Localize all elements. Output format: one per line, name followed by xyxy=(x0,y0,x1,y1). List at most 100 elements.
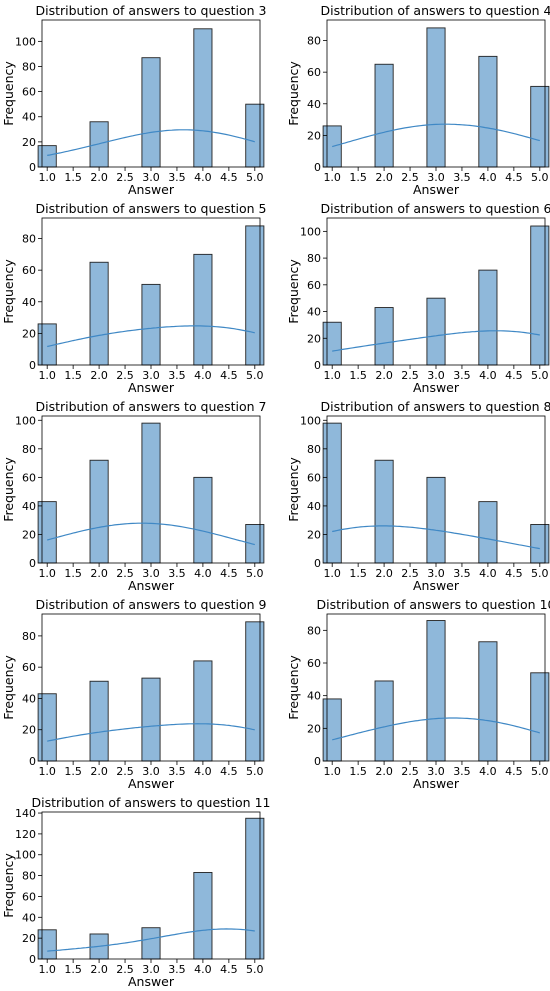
histogram-bar xyxy=(245,817,265,960)
y-tick-label: 80 xyxy=(307,443,321,456)
y-tick-label: 20 xyxy=(307,129,321,142)
x-tick-label: 1.5 xyxy=(64,369,82,382)
y-tick-label: 20 xyxy=(22,528,36,541)
histogram-bar xyxy=(530,225,550,366)
x-tick-label: 4.0 xyxy=(479,369,497,382)
histogram-bar xyxy=(374,680,394,762)
y-tick-label: 0 xyxy=(29,359,36,372)
histogram-bar xyxy=(478,269,498,366)
y-tick-label: 60 xyxy=(307,279,321,292)
y-tick-label: 20 xyxy=(22,136,36,149)
x-tick-label: 4.5 xyxy=(220,171,238,184)
y-tick-label: 60 xyxy=(307,471,321,484)
x-tick-label: 4.5 xyxy=(220,567,238,580)
x-tick-label: 4.0 xyxy=(194,963,212,976)
x-axis-label: Answer xyxy=(128,578,175,593)
x-tick-label: 2.5 xyxy=(401,171,419,184)
y-tick-label: 120 xyxy=(15,828,36,841)
x-tick-label: 1.0 xyxy=(323,369,341,382)
y-axis-label: Frequency xyxy=(1,61,16,126)
x-tick-label: 2.5 xyxy=(116,171,134,184)
y-tick-label: 40 xyxy=(22,911,36,924)
x-axis-label: Answer xyxy=(128,182,175,197)
y-tick-label: 80 xyxy=(307,35,321,48)
y-tick-label: 60 xyxy=(22,661,36,674)
histogram-bar xyxy=(141,57,161,168)
chart-title: Distribution of answers to question 4 xyxy=(320,3,550,18)
histogram-bar xyxy=(37,693,57,762)
y-tick-label: 80 xyxy=(307,624,321,637)
y-tick-label: 0 xyxy=(29,953,36,966)
kde-line xyxy=(47,928,255,952)
x-tick-label: 3.0 xyxy=(427,369,445,382)
histogram-bar xyxy=(426,476,446,564)
x-tick-label: 5.0 xyxy=(246,963,264,976)
histogram-bar xyxy=(322,422,342,564)
y-tick-label: 80 xyxy=(22,630,36,643)
x-tick-label: 3.5 xyxy=(168,369,186,382)
y-axis-label: Frequency xyxy=(286,61,301,126)
y-axis-label: Frequency xyxy=(286,655,301,720)
histogram-bar xyxy=(245,621,265,762)
histogram-bar xyxy=(322,698,342,762)
histogram-chart-4: Distribution of answers to question 6 1.0… xyxy=(286,201,550,395)
y-tick-label: 140 xyxy=(15,807,36,820)
chart-title: Distribution of answers to question 6 xyxy=(320,201,550,216)
histogram-bar xyxy=(478,55,498,168)
histogram-bar xyxy=(37,501,57,564)
x-tick-label: 2.5 xyxy=(401,765,419,778)
x-tick-label: 4.0 xyxy=(194,369,212,382)
x-tick-label: 2.0 xyxy=(90,171,108,184)
histogram-bar xyxy=(245,103,265,168)
x-tick-label: 2.0 xyxy=(90,369,108,382)
histogram-chart-3: Distribution of answers to question 5 1.0… xyxy=(1,201,267,395)
y-tick-label: 100 xyxy=(300,414,321,427)
histogram-bar xyxy=(141,283,161,366)
y-tick-label: 40 xyxy=(307,500,321,513)
y-axis-label: Frequency xyxy=(286,457,301,522)
x-tick-label: 4.0 xyxy=(479,567,497,580)
chart-title: Distribution of answers to question 3 xyxy=(35,3,266,18)
x-tick-label: 4.5 xyxy=(505,369,523,382)
x-tick-label: 4.0 xyxy=(194,765,212,778)
chart-title: Distribution of answers to question 10 xyxy=(317,597,550,612)
kde-line xyxy=(47,325,255,348)
kde-line xyxy=(332,123,540,148)
y-tick-label: 60 xyxy=(22,890,36,903)
histogram-chart-6: Distribution of answers to question 8 1.0… xyxy=(286,399,550,593)
y-tick-label: 60 xyxy=(307,66,321,79)
histogram-bar xyxy=(374,63,394,168)
y-tick-label: 60 xyxy=(22,264,36,277)
x-tick-label: 1.5 xyxy=(64,171,82,184)
x-tick-label: 5.0 xyxy=(246,171,264,184)
x-tick-label: 4.0 xyxy=(194,171,212,184)
kde-line xyxy=(332,525,540,550)
x-tick-label: 3.0 xyxy=(142,171,160,184)
y-tick-label: 80 xyxy=(22,60,36,73)
y-tick-label: 100 xyxy=(15,35,36,48)
y-tick-label: 0 xyxy=(314,755,321,768)
x-tick-label: 5.0 xyxy=(246,567,264,580)
histogram-bar xyxy=(89,459,109,564)
x-tick-label: 3.0 xyxy=(427,171,445,184)
x-tick-label: 4.5 xyxy=(505,171,523,184)
x-tick-label: 5.0 xyxy=(531,369,549,382)
histogram-chart-2: Distribution of answers to question 4 1.0… xyxy=(286,3,550,197)
x-tick-label: 3.5 xyxy=(168,567,186,580)
x-tick-label: 1.5 xyxy=(64,567,82,580)
y-axis-label: Frequency xyxy=(286,259,301,324)
histogram-bar xyxy=(193,660,213,762)
histogram-bar xyxy=(245,225,265,366)
y-tick-label: 20 xyxy=(307,332,321,345)
y-tick-label: 80 xyxy=(22,443,36,456)
x-axis-label: Answer xyxy=(413,776,460,791)
histogram-chart-8: Distribution of answers to question 10 1.… xyxy=(286,597,550,791)
x-tick-label: 3.5 xyxy=(453,171,471,184)
y-tick-label: 20 xyxy=(22,327,36,340)
x-tick-label: 4.0 xyxy=(479,765,497,778)
y-tick-label: 0 xyxy=(314,359,321,372)
x-tick-label: 1.0 xyxy=(323,567,341,580)
x-tick-label: 2.5 xyxy=(116,369,134,382)
y-tick-label: 40 xyxy=(22,692,36,705)
